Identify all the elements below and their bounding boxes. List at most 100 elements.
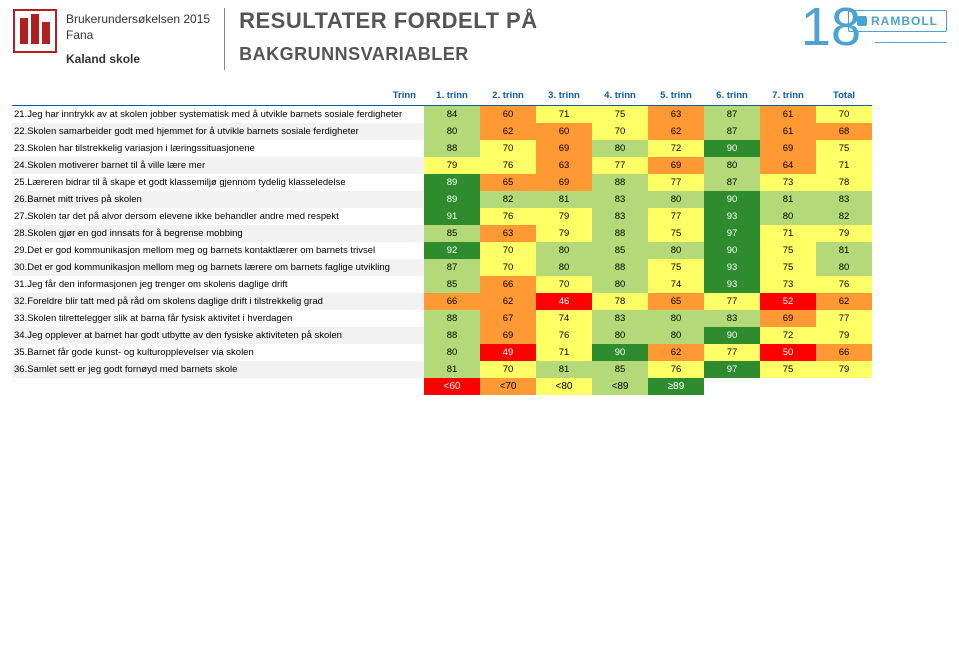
score-cell: 77 xyxy=(648,174,704,191)
score-cell: 70 xyxy=(816,106,872,124)
score-cell: 93 xyxy=(704,276,760,293)
legend-cell: ≥89 xyxy=(648,378,704,395)
brand-icon xyxy=(857,16,867,26)
row-label: 25.Læreren bidrar til å skape et godt kl… xyxy=(12,174,424,191)
score-cell: 80 xyxy=(592,276,648,293)
score-cell: 46 xyxy=(536,293,592,310)
score-cell: 80 xyxy=(648,191,704,208)
column-header: 3. trinn xyxy=(536,86,592,106)
score-cell: 71 xyxy=(536,106,592,124)
table-row: 36.Samlet sett er jeg godt fornøyd med b… xyxy=(12,361,872,378)
score-cell: 69 xyxy=(536,140,592,157)
score-cell: 77 xyxy=(648,208,704,225)
score-cell: 90 xyxy=(704,140,760,157)
score-cell: 80 xyxy=(704,157,760,174)
score-cell: 79 xyxy=(536,208,592,225)
score-cell: 75 xyxy=(760,361,816,378)
column-header-label: Trinn xyxy=(12,86,424,106)
score-cell: 79 xyxy=(816,225,872,242)
column-header: 1. trinn xyxy=(424,86,480,106)
table-row: 26.Barnet mitt trives på skolen898281838… xyxy=(12,191,872,208)
score-cell: 83 xyxy=(816,191,872,208)
row-label: 22.Skolen samarbeider godt med hjemmet f… xyxy=(12,123,424,140)
score-cell: 81 xyxy=(424,361,480,378)
score-cell: 66 xyxy=(816,344,872,361)
table-row: 21.Jeg har inntrykk av at skolen jobber … xyxy=(12,106,872,124)
score-cell: 70 xyxy=(592,123,648,140)
row-label: 24.Skolen motiverer barnet til å ville l… xyxy=(12,157,424,174)
school-name: Kaland skole xyxy=(66,52,210,66)
score-cell: 85 xyxy=(592,242,648,259)
table-row: 27.Skolen tar det på alvor dersom eleven… xyxy=(12,208,872,225)
score-cell: 79 xyxy=(816,327,872,344)
score-cell: 74 xyxy=(648,276,704,293)
score-cell: 83 xyxy=(592,208,648,225)
score-cell: 77 xyxy=(592,157,648,174)
score-cell: 70 xyxy=(480,140,536,157)
score-cell: 79 xyxy=(536,225,592,242)
score-cell: 80 xyxy=(592,140,648,157)
score-cell: 70 xyxy=(480,259,536,276)
score-cell: 89 xyxy=(424,191,480,208)
score-cell: 80 xyxy=(648,310,704,327)
score-cell: 63 xyxy=(480,225,536,242)
score-cell: 73 xyxy=(760,276,816,293)
column-header: 4. trinn xyxy=(592,86,648,106)
score-cell: 65 xyxy=(480,174,536,191)
score-cell: 84 xyxy=(424,106,480,124)
legend-cell: <89 xyxy=(592,378,648,395)
score-cell: 88 xyxy=(424,310,480,327)
score-cell: 77 xyxy=(704,293,760,310)
score-cell: 50 xyxy=(760,344,816,361)
score-cell: 88 xyxy=(592,174,648,191)
brand-text: RAMBOLL xyxy=(871,14,938,28)
legend-pad xyxy=(12,378,424,395)
score-cell: 63 xyxy=(536,157,592,174)
legend-empty xyxy=(760,378,816,395)
score-cell: 80 xyxy=(424,344,480,361)
score-cell: 89 xyxy=(424,174,480,191)
row-label: 27.Skolen tar det på alvor dersom eleven… xyxy=(12,208,424,225)
score-cell: 87 xyxy=(704,174,760,191)
table-row: 23.Skolen har tilstrekkelig variasjon i … xyxy=(12,140,872,157)
score-cell: 79 xyxy=(816,361,872,378)
score-cell: 80 xyxy=(648,242,704,259)
score-cell: 66 xyxy=(480,276,536,293)
table-row: 29.Det er god kommunikasjon mellom meg o… xyxy=(12,242,872,259)
score-cell: 85 xyxy=(592,361,648,378)
score-cell: 87 xyxy=(704,123,760,140)
score-cell: 80 xyxy=(760,208,816,225)
score-cell: 63 xyxy=(648,106,704,124)
legend-empty xyxy=(816,378,872,395)
results-table: Trinn1. trinn2. trinn3. trinn4. trinn5. … xyxy=(12,86,872,395)
score-cell: 92 xyxy=(424,242,480,259)
legend-cell: <60 xyxy=(424,378,480,395)
score-cell: 62 xyxy=(648,344,704,361)
score-cell: 74 xyxy=(536,310,592,327)
score-cell: 69 xyxy=(480,327,536,344)
score-cell: 71 xyxy=(760,225,816,242)
score-cell: 90 xyxy=(592,344,648,361)
score-cell: 85 xyxy=(424,225,480,242)
row-label: 34.Jeg opplever at barnet har godt utbyt… xyxy=(12,327,424,344)
table-row: 24.Skolen motiverer barnet til å ville l… xyxy=(12,157,872,174)
score-cell: 97 xyxy=(704,225,760,242)
legend-empty xyxy=(704,378,760,395)
score-cell: 70 xyxy=(536,276,592,293)
legend-row: <60<70<80<89≥89 xyxy=(12,378,872,395)
score-cell: 93 xyxy=(704,208,760,225)
score-cell: 65 xyxy=(648,293,704,310)
column-header: 7. trinn xyxy=(760,86,816,106)
score-cell: 72 xyxy=(648,140,704,157)
row-label: 33.Skolen tilrettelegger slik at barna f… xyxy=(12,310,424,327)
table-row: 33.Skolen tilrettelegger slik at barna f… xyxy=(12,310,872,327)
row-label: 23.Skolen har tilstrekkelig variasjon i … xyxy=(12,140,424,157)
score-cell: 82 xyxy=(816,208,872,225)
score-cell: 70 xyxy=(480,361,536,378)
score-cell: 71 xyxy=(536,344,592,361)
score-cell: 60 xyxy=(536,123,592,140)
score-cell: 66 xyxy=(424,293,480,310)
score-cell: 88 xyxy=(592,225,648,242)
score-cell: 78 xyxy=(816,174,872,191)
score-cell: 61 xyxy=(760,106,816,124)
